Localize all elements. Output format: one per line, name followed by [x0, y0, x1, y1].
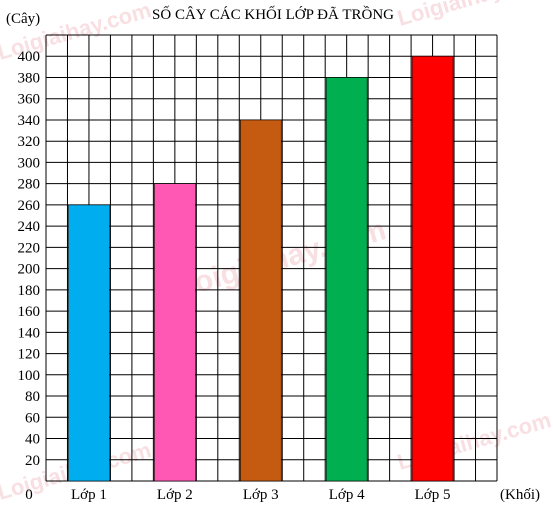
y-tick-label: 80 — [25, 389, 40, 405]
x-tick-label: Lớp 5 — [415, 487, 451, 503]
x-tick-labels: Lớp 1 Lớp 2 Lớp 3 Lớp 4 Lớp 5 — [71, 487, 450, 503]
bar-4 — [325, 77, 368, 482]
y-tick-label: 220 — [18, 240, 41, 256]
y-tick-label: 0 — [25, 487, 33, 503]
y-tick-label: 340 — [18, 113, 41, 129]
chart-title: SỐ CÂY CÁC KHỐI LỚP ĐÃ TRỒNG — [152, 5, 394, 23]
y-tick-label: 40 — [25, 432, 40, 448]
y-tick-label: 200 — [18, 262, 41, 278]
y-tick-label: 140 — [18, 325, 41, 341]
y-tick-label: 360 — [18, 92, 41, 108]
y-tick-label: 20 — [25, 453, 40, 469]
y-tick-label: 240 — [18, 219, 41, 235]
y-tick-label: 400 — [18, 49, 41, 65]
y-tick-label: 380 — [18, 70, 41, 86]
y-tick-label: 180 — [18, 283, 41, 299]
y-tick-label: 300 — [18, 155, 41, 171]
x-tick-label: Lớp 2 — [157, 487, 193, 503]
y-tick-label: 100 — [18, 368, 41, 384]
y-tick-label: 260 — [18, 198, 41, 214]
bar-5 — [411, 55, 454, 482]
y-tick-label: 60 — [25, 410, 40, 426]
x-tick-label: Lớp 3 — [243, 487, 279, 503]
y-axis-label: (Cây) — [6, 11, 40, 27]
y-tick-label: 160 — [18, 304, 41, 320]
y-tick-label: 280 — [18, 177, 41, 193]
bar-3 — [239, 119, 282, 482]
bar-2 — [154, 183, 196, 482]
watermark-top-right: Loigiaihay.com — [394, 0, 553, 31]
y-tick-labels: 0 20 40 60 80 100 120 140 160 180 200 220 240 260 280 3… — [18, 49, 41, 503]
chart-bars — [68, 55, 454, 482]
y-tick-label: 120 — [18, 347, 41, 363]
x-tick-label: Lớp 4 — [329, 487, 365, 503]
bar-1 — [68, 204, 110, 482]
x-axis-label: (Khối) — [500, 487, 540, 503]
x-tick-label: Lớp 1 — [71, 487, 107, 503]
y-tick-label: 320 — [18, 134, 41, 150]
